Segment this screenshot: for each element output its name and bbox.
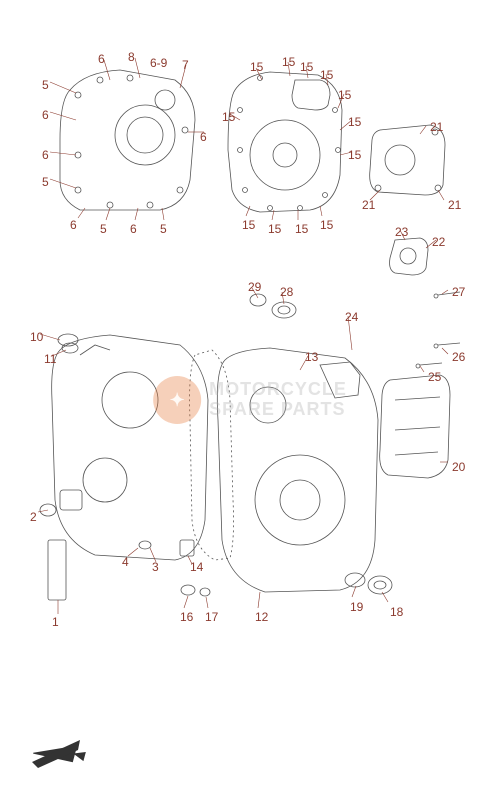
retainer-pump-sketch: [390, 238, 460, 368]
bottom-parts-sketch: [40, 504, 392, 600]
parts-diagram: ✦ MOTORCYCLE SPARE PARTS 686-97151515155…: [0, 0, 500, 800]
diagram-svg: [0, 0, 500, 800]
seals-sketch: [250, 294, 296, 318]
magneto-cover-sketch: [228, 72, 342, 212]
rear-cover-sketch: [380, 375, 450, 478]
crankcase-left-sketch: [52, 334, 208, 560]
clutch-cover-sketch: [60, 70, 195, 210]
sprocket-cover-sketch: [370, 125, 445, 195]
crankcase-right-sketch: [217, 348, 378, 592]
direction-arrow: [30, 730, 90, 770]
gasket-sketch: [190, 350, 234, 560]
